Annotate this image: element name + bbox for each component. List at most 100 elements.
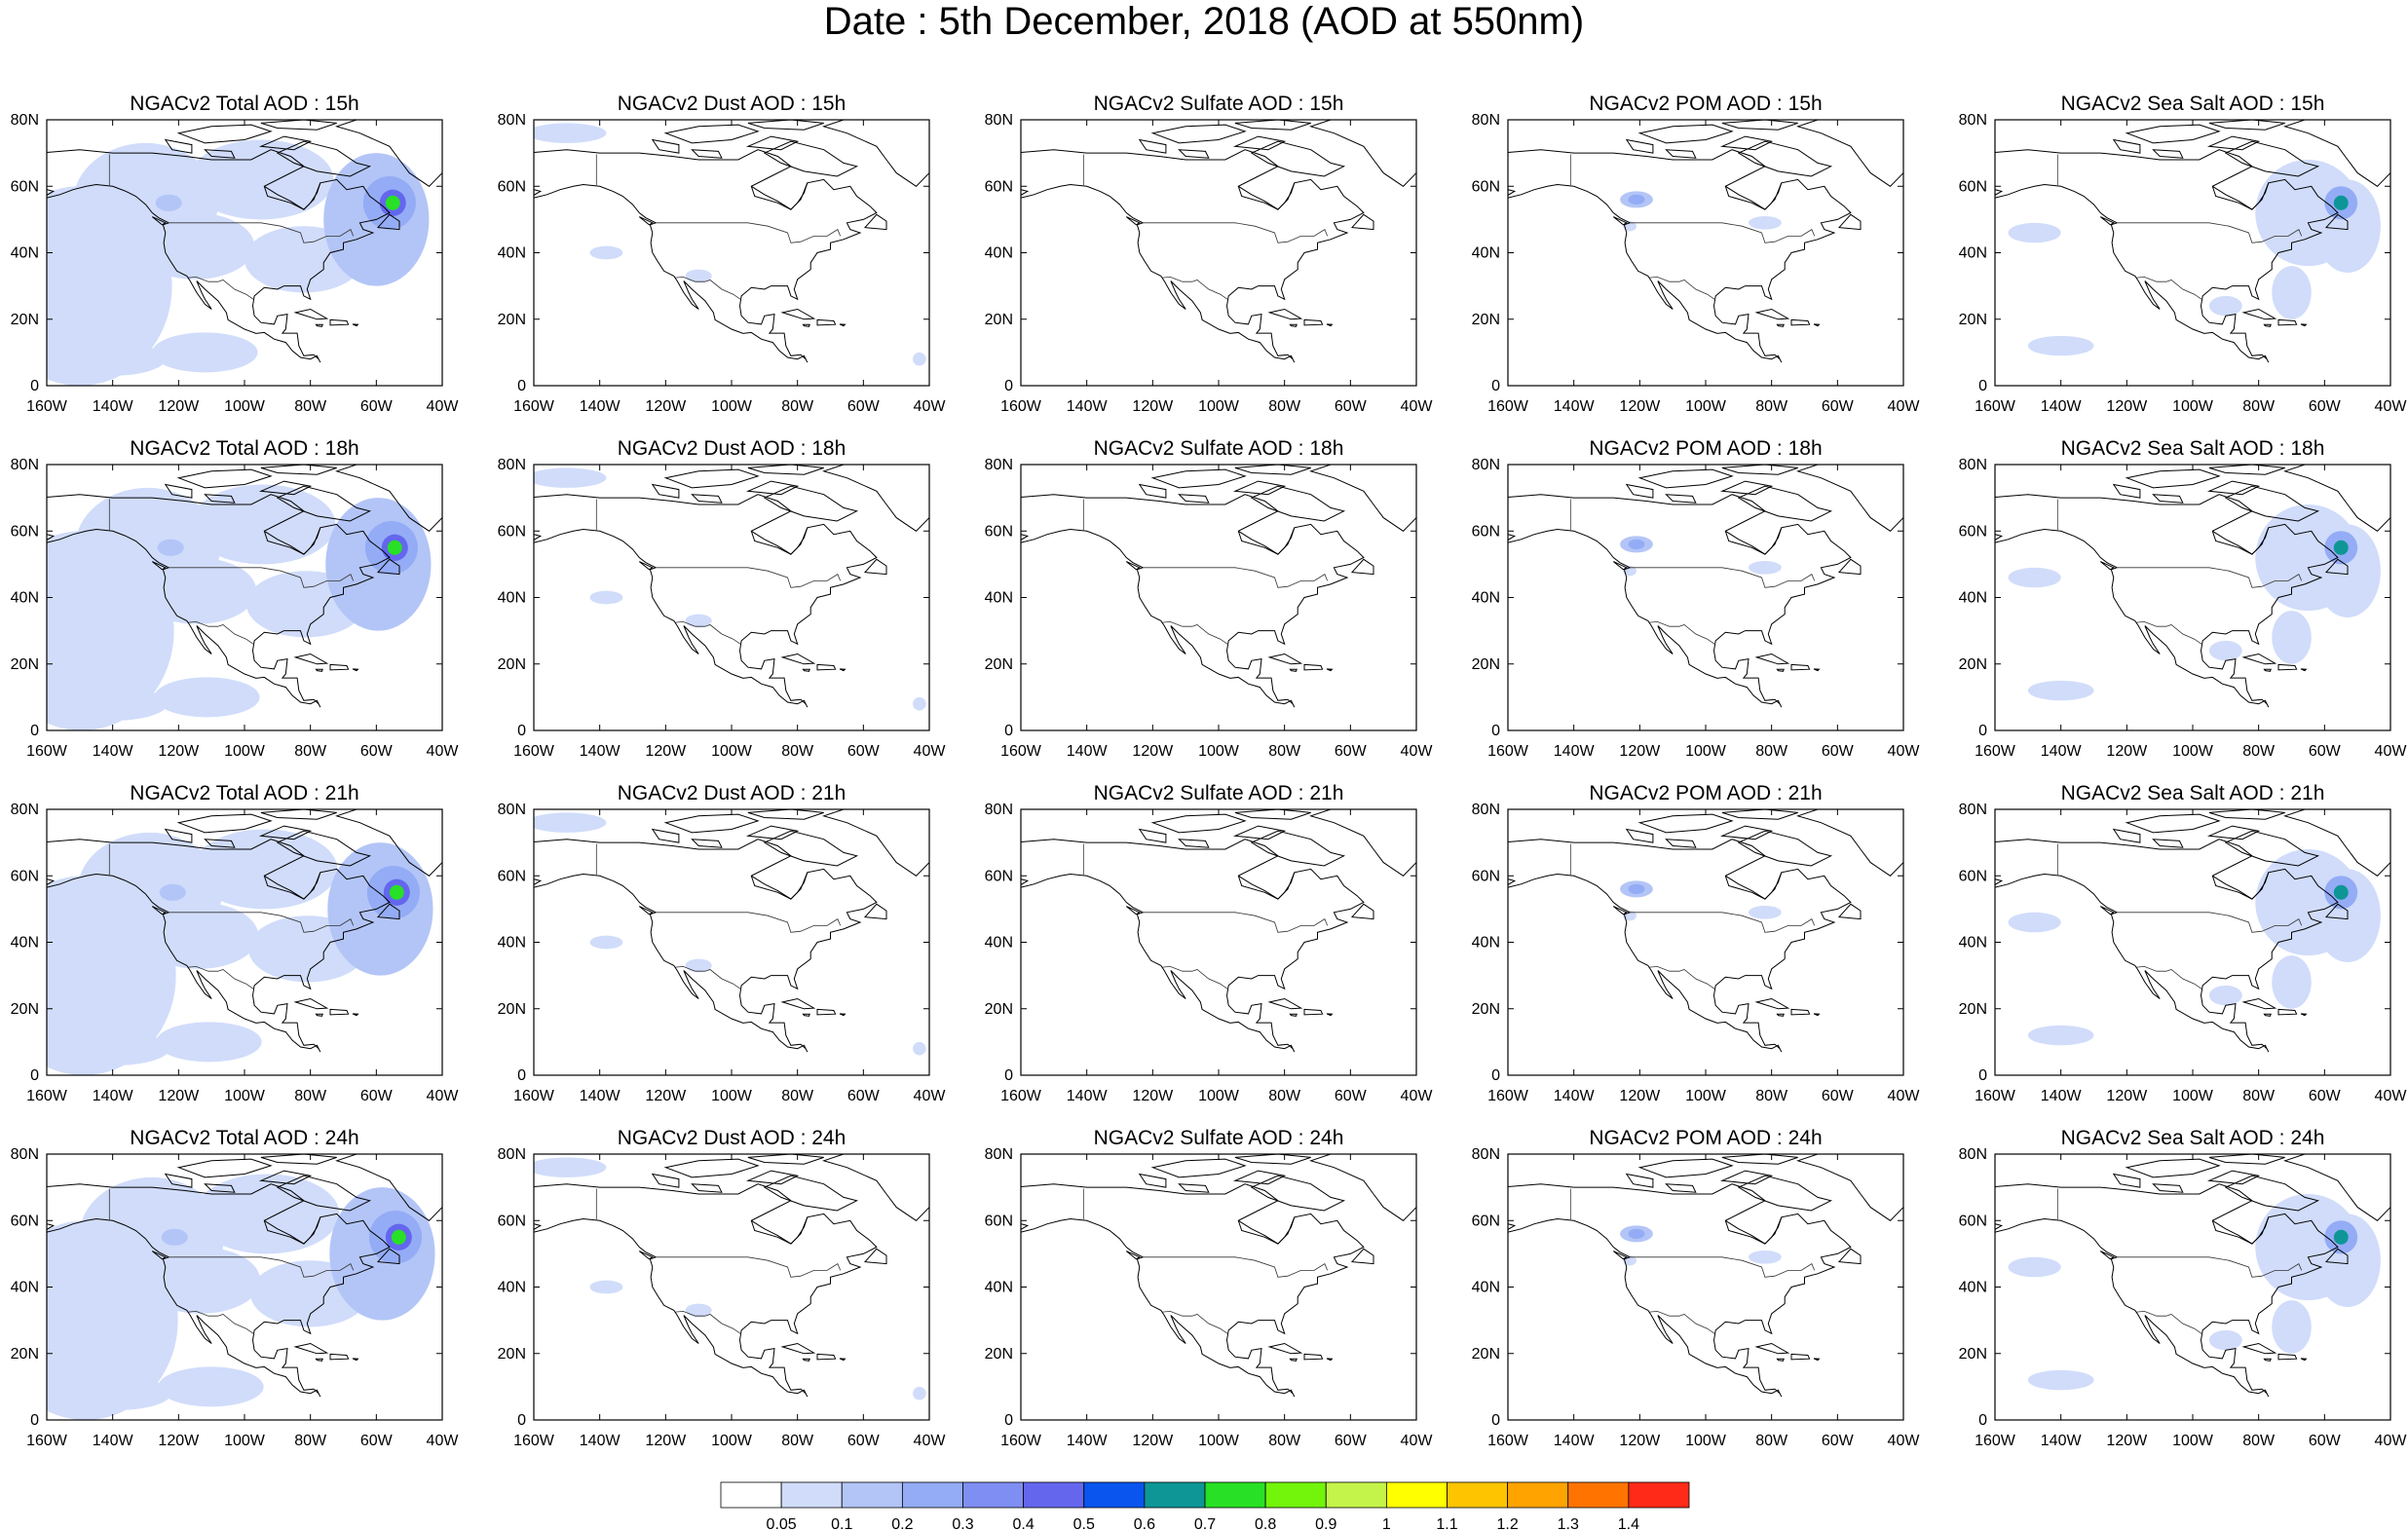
island-outline [816,318,837,326]
aod-patch [1628,883,1645,895]
island-outline [1250,1175,1346,1212]
lon-tick-label: 160W [1487,1433,1529,1449]
coastlines [1021,120,1416,363]
island-outline [151,906,167,915]
country-border [675,276,741,300]
panel-title: NGACv2 Total AOD : 18h [130,437,358,460]
island-outline [1796,1154,1903,1221]
lat-tick-label: 20N [1472,1346,1500,1363]
island-outline [651,1173,680,1188]
lon-tick-label: 60W [847,398,881,415]
island-outline [1138,828,1167,843]
country-border [1649,276,1715,300]
aod-patch [387,540,402,555]
lon-tick-label: 80W [1268,1088,1301,1104]
island-outline [763,485,859,522]
island-outline [1303,1353,1324,1361]
lat-tick-label: 20N [1959,656,1987,673]
colorbar-swatch [1264,1481,1327,1509]
coastline [264,527,321,555]
coastlines [47,1154,442,1398]
island-outline [1326,668,1334,672]
island-outline [176,468,273,489]
lat-tick-label: 60N [498,523,526,540]
island-outline [1665,1183,1697,1193]
aod-patch [685,1303,712,1318]
island-outline [839,1358,847,1362]
country-border [188,1310,254,1334]
island-outline [1150,468,1247,489]
island-outline [335,120,442,187]
island-outline [293,1342,329,1355]
island-outline [1719,135,1774,151]
island-outline [839,323,847,327]
island-outline [1790,1353,1811,1361]
lon-tick-label: 80W [2242,1088,2276,1104]
aod-patch [190,484,336,565]
aod-patch [63,1031,169,1065]
island-outline [1776,668,1785,672]
island-outline [1326,1358,1334,1362]
lon-tick-label: 60W [847,1088,881,1104]
lat-tick-label: 0 [1491,1412,1500,1429]
lon-tick-label: 60W [2309,1433,2342,1449]
island-outline [1267,653,1303,665]
lat-tick-label: 40N [498,935,526,952]
island-outline [1637,1158,1734,1178]
lat-tick-label: 60N [985,1213,1013,1229]
lon-tick-label: 80W [781,1088,814,1104]
colorbar-label: 0.1 [831,1516,852,1531]
island-outline [2152,1183,2184,1193]
lon-tick-label: 120W [158,1088,200,1104]
island-outline [780,653,816,665]
lon-tick-label: 140W [1067,1433,1109,1449]
lon-tick-label: 100W [1198,398,1240,415]
map-panel: 0 20N 40N 60N 80N 160W 140W 120W 100W 80W 60W 40W NG… [1472,437,1921,760]
island-outline [1125,216,1141,226]
coastline [264,1216,321,1245]
lon-tick-label: 60W [1822,743,1855,760]
colorbar-swatch [1507,1481,1569,1509]
lon-tick-label: 100W [2172,1433,2214,1449]
island-outline [258,135,313,151]
coastline [751,527,809,555]
island-outline [839,1013,847,1017]
island-outline [164,138,193,154]
lon-tick-label: 60W [1335,743,1368,760]
lat-tick-label: 60N [1472,1213,1500,1229]
island-outline [1837,1248,1862,1265]
island-outline [638,216,654,226]
lat-tick-label: 0 [1004,378,1013,394]
island-outline [2277,1353,2298,1361]
island-outline [1776,323,1785,327]
map-background [1508,809,1903,1075]
lon-tick-label: 60W [360,1088,394,1104]
island-outline [1754,308,1790,320]
lon-tick-label: 80W [1755,1433,1788,1449]
island-outline [204,149,236,159]
lon-tick-label: 120W [158,398,200,415]
lon-tick-label: 160W [1000,398,1042,415]
lon-tick-label: 60W [847,1433,881,1449]
lat-tick-label: 60N [985,523,1013,540]
lat-tick-label: 40N [1472,935,1500,952]
island-outline [691,149,723,159]
lat-tick-label: 60N [1472,868,1500,884]
aod-patch [159,883,186,901]
lon-tick-label: 60W [2309,743,2342,760]
lat-tick-label: 40N [1472,1280,1500,1296]
lon-tick-label: 100W [711,1433,753,1449]
map-background [1021,1154,1416,1420]
island-outline [1754,653,1790,665]
aod-patch [188,139,334,220]
island-outline [1267,1342,1303,1355]
lon-tick-label: 60W [360,398,394,415]
lat-tick-label: 80N [498,457,526,473]
lat-tick-label: 20N [498,1346,526,1363]
aod-patch [589,1280,623,1294]
aod-patch [589,590,623,605]
island-outline [2300,1358,2308,1362]
colorbar-swatch [1567,1481,1630,1509]
aod-patch [685,958,712,973]
lon-tick-label: 120W [2106,398,2148,415]
